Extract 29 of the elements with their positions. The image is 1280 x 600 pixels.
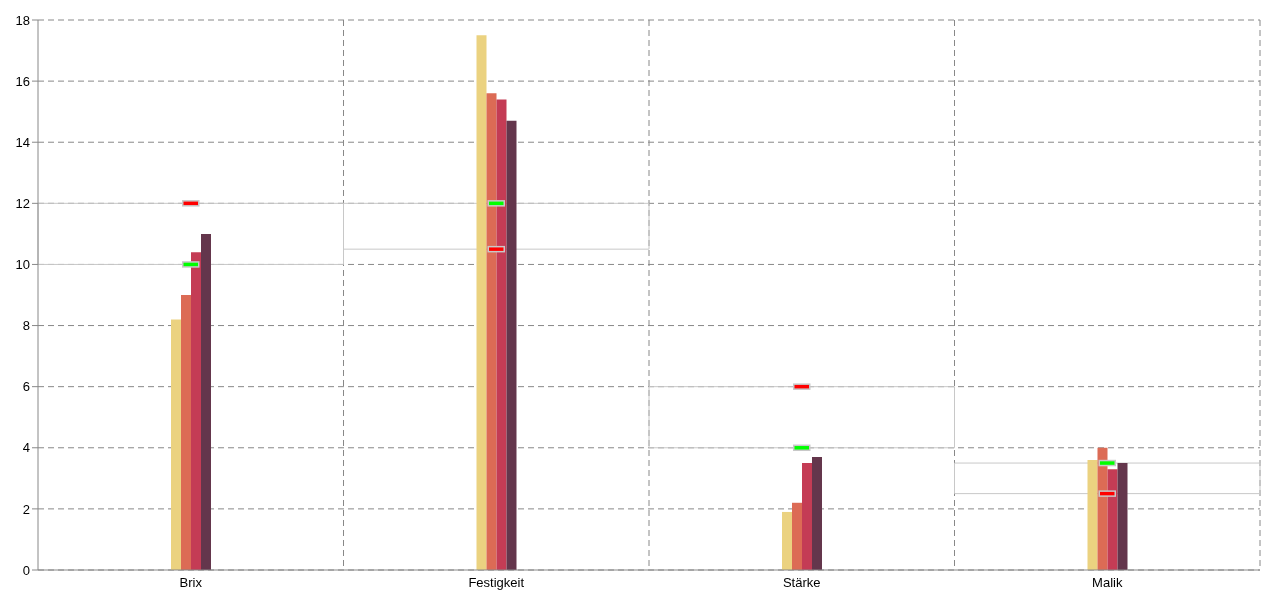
bar — [506, 120, 517, 570]
bar — [191, 252, 201, 570]
bar — [1107, 469, 1118, 570]
bar — [792, 502, 802, 570]
x-tick-label: Brix — [179, 575, 203, 591]
bar — [171, 319, 181, 570]
x-tick-label: Festigkeit — [468, 575, 525, 591]
y-tick-label: 4 — [22, 440, 30, 456]
y-tick-label: 12 — [15, 195, 30, 211]
y-tick-label: 10 — [15, 257, 30, 273]
bar — [1087, 460, 1098, 570]
bar — [802, 463, 812, 570]
y-tick-label: 2 — [22, 501, 30, 517]
y-tick-label: 6 — [22, 379, 30, 395]
y-tick-label: 18 — [15, 12, 30, 28]
bar — [782, 511, 792, 570]
y-tick-label: 16 — [15, 73, 30, 89]
bar — [476, 35, 487, 570]
bar — [486, 93, 497, 570]
y-tick-label: 14 — [15, 134, 30, 150]
bar — [812, 456, 822, 570]
bar — [496, 99, 507, 570]
y-tick-label: 0 — [22, 562, 30, 578]
bar — [201, 233, 211, 570]
bar — [1117, 463, 1128, 570]
bar — [181, 295, 191, 570]
x-tick-label: Stärke — [782, 575, 821, 591]
y-tick-label: 8 — [22, 318, 30, 334]
x-tick-label: Malik — [1092, 575, 1123, 591]
